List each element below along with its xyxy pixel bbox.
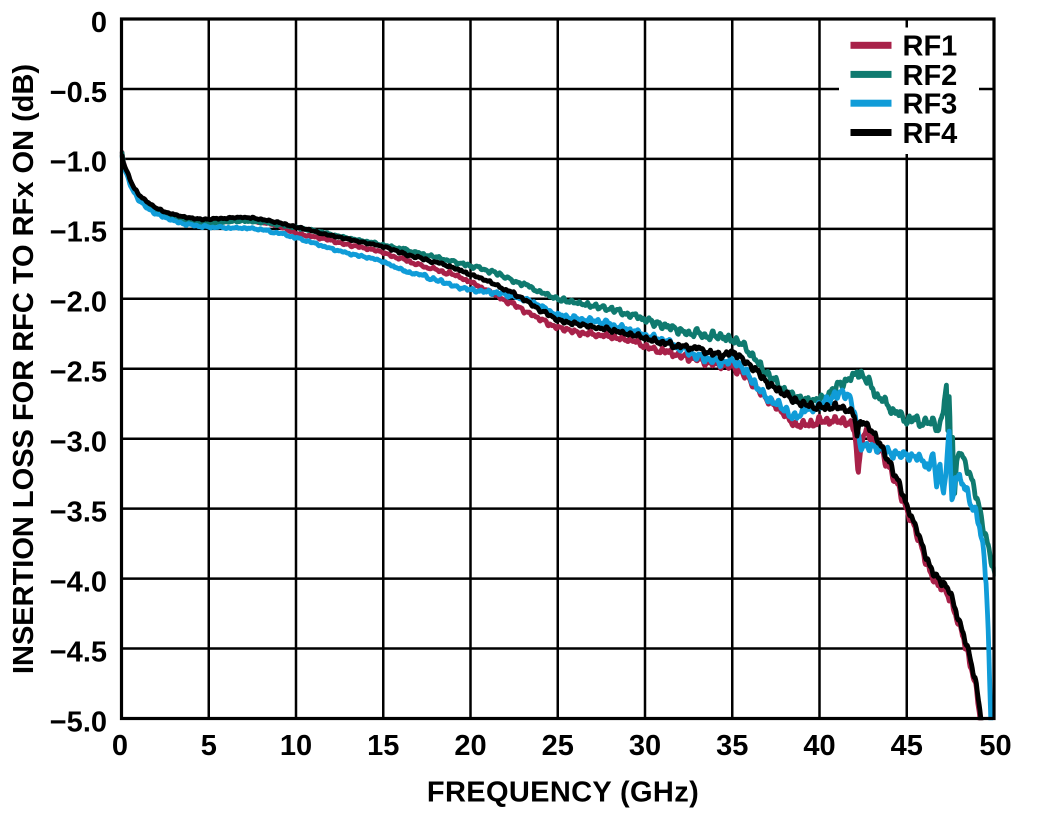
svg-text:0: 0: [91, 7, 107, 39]
svg-text:10: 10: [280, 730, 312, 762]
svg-text:5: 5: [201, 730, 217, 762]
svg-text:20: 20: [454, 730, 486, 762]
svg-text:−3.0: −3.0: [50, 427, 107, 459]
svg-text:RF3: RF3: [903, 89, 958, 121]
svg-text:−2.0: −2.0: [50, 287, 107, 319]
svg-text:−1.0: −1.0: [50, 147, 107, 179]
svg-text:RF1: RF1: [903, 31, 958, 63]
svg-text:−4.5: −4.5: [50, 636, 107, 668]
svg-text:RF2: RF2: [903, 60, 958, 92]
svg-text:−3.5: −3.5: [50, 496, 107, 528]
svg-text:40: 40: [803, 730, 835, 762]
svg-text:45: 45: [891, 730, 923, 762]
svg-text:−5.0: −5.0: [50, 706, 107, 738]
svg-text:50: 50: [979, 730, 1011, 762]
svg-text:−1.5: −1.5: [50, 217, 107, 249]
svg-text:15: 15: [367, 730, 399, 762]
svg-text:INSERTION LOSS FOR RFC TO RFx: INSERTION LOSS FOR RFC TO RFx ON (dB): [8, 64, 40, 674]
svg-text:RF4: RF4: [903, 118, 958, 150]
svg-text:0: 0: [112, 730, 128, 762]
svg-text:−2.5: −2.5: [50, 357, 107, 389]
svg-text:30: 30: [629, 730, 661, 762]
svg-text:35: 35: [716, 730, 748, 762]
svg-text:−0.5: −0.5: [50, 77, 107, 109]
svg-text:−4.0: −4.0: [50, 566, 107, 598]
svg-text:FREQUENCY (GHz): FREQUENCY (GHz): [427, 777, 699, 809]
svg-text:25: 25: [542, 730, 574, 762]
